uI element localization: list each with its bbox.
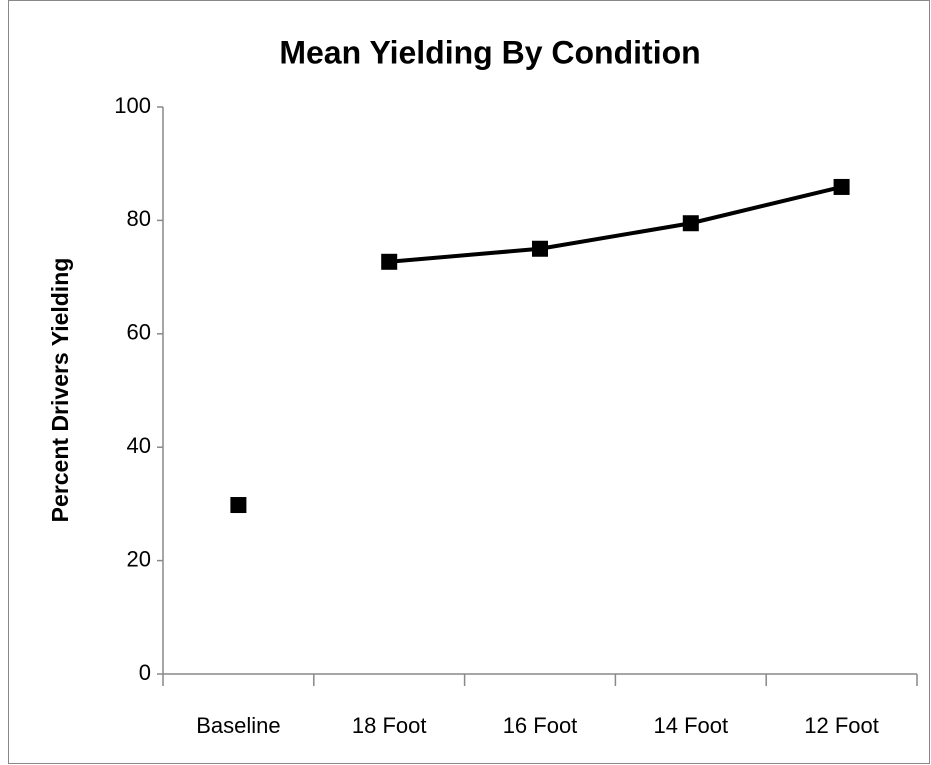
x-tick-label: Baseline <box>196 713 280 738</box>
marker <box>532 240 548 257</box>
marker <box>381 253 398 270</box>
x-tick-label: 12 Foot <box>804 713 879 738</box>
y-tick-label: 60 <box>127 320 151 345</box>
x-tick-label: 14 Foot <box>653 713 728 738</box>
marker <box>833 178 850 195</box>
y-axis-label: Percent Drivers Yielding <box>47 258 73 523</box>
y-tick-label: 40 <box>127 433 151 458</box>
series-line <box>389 185 843 264</box>
marker <box>682 215 699 232</box>
chart-frame <box>8 0 930 764</box>
marker <box>230 497 247 514</box>
x-tick-label: 18 Foot <box>352 713 427 738</box>
y-tick-label: 20 <box>127 546 151 571</box>
x-tick-label: 16 Foot <box>503 713 578 738</box>
y-tick-label: 80 <box>127 206 151 231</box>
y-tick-label: 100 <box>114 93 151 118</box>
y-tick-label: 0 <box>139 660 151 685</box>
chart-title: Mean Yielding By Condition <box>279 34 700 70</box>
